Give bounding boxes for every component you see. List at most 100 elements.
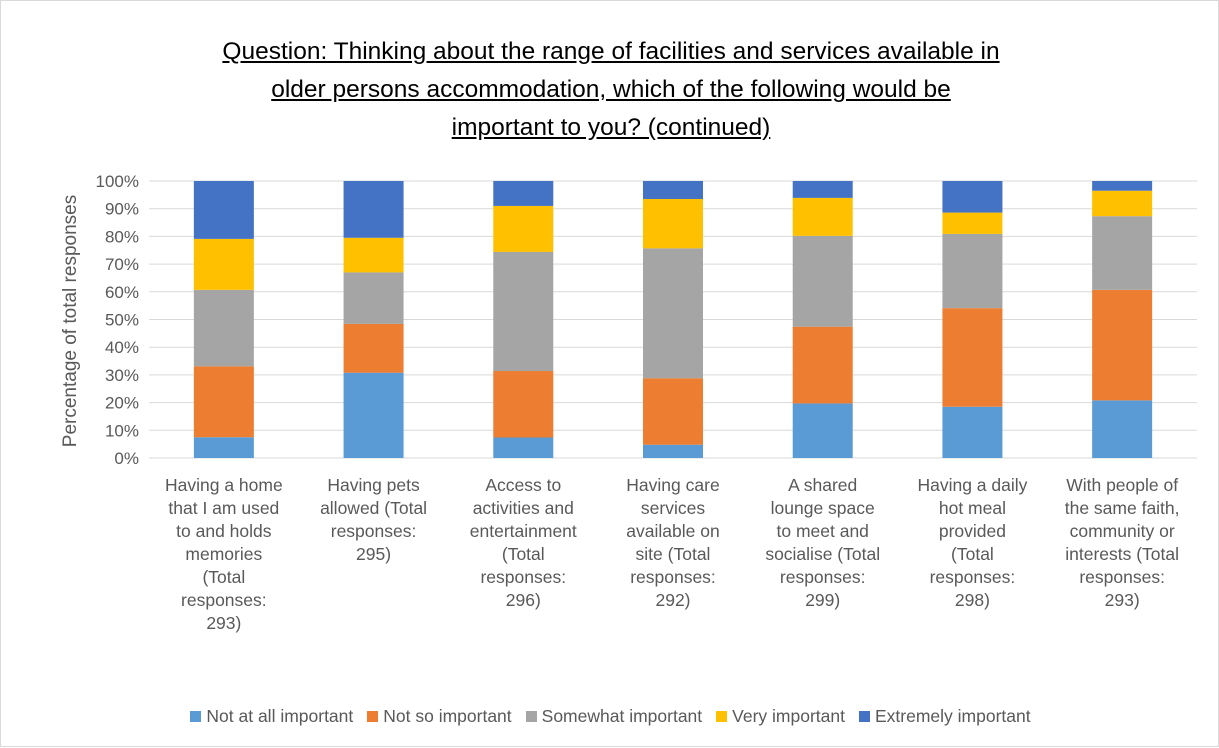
category-label-line: 299) xyxy=(805,590,841,610)
category-label-line: allowed (Total xyxy=(320,498,428,518)
y-tick-label: 20% xyxy=(105,394,139,413)
category-label-line: 292) xyxy=(655,590,691,610)
category-label-line: entertainment xyxy=(469,521,577,541)
legend-item: Extremely important xyxy=(858,706,1031,727)
bar-segment xyxy=(942,406,1003,458)
bar-segment xyxy=(1092,400,1153,458)
y-tick-label: 10% xyxy=(105,421,139,440)
bar-segment xyxy=(1092,216,1153,290)
bar-segment xyxy=(343,237,404,273)
category-label-line: Having a home xyxy=(164,475,283,495)
bar-segment xyxy=(193,366,254,438)
legend: Not at all important Not so important Some… xyxy=(1,706,1219,727)
category-label: With people of the same faith, community o… xyxy=(1057,474,1187,612)
bar-segment xyxy=(942,212,1003,234)
bar-segment xyxy=(792,181,853,198)
bar-segment xyxy=(942,181,1003,213)
category-label-line: 293) xyxy=(1104,590,1140,610)
category-label: Having care services available on site (Tot… xyxy=(608,474,738,612)
y-tick-label: 100% xyxy=(96,172,139,191)
bar-segment xyxy=(942,308,1003,407)
bar-segment xyxy=(643,199,703,249)
category-label-line: 293) xyxy=(206,613,242,633)
category-label-line: responses: xyxy=(1079,567,1165,587)
bar-segment xyxy=(643,378,703,445)
bar-segment xyxy=(493,205,554,252)
y-tick-label: 70% xyxy=(105,255,139,274)
category-label-line: A shared xyxy=(788,475,858,495)
legend-item: Very important xyxy=(716,706,845,727)
category-label-line: socialise (Total xyxy=(765,544,881,564)
legend-swatch xyxy=(858,711,870,722)
bar-segment xyxy=(643,444,703,458)
y-tick-label: 80% xyxy=(105,227,139,246)
bar-segment xyxy=(343,272,404,324)
category-label-line: (Total xyxy=(202,567,246,587)
bar-segment xyxy=(792,403,853,458)
legend-label: Not at all important xyxy=(206,706,354,726)
legend-swatch xyxy=(525,711,537,722)
category-label-line: site (Total xyxy=(635,544,711,564)
bar-segment xyxy=(643,181,703,200)
legend-label: Somewhat important xyxy=(541,706,703,726)
legend-swatch xyxy=(716,711,728,722)
category-label-line: interests (Total xyxy=(1065,544,1180,564)
category-label-line: services xyxy=(640,498,706,518)
category-label-line: responses: xyxy=(480,567,567,587)
category-label-line: Access to xyxy=(485,475,562,495)
chart-title: Question: Thinking about the range of fa… xyxy=(91,33,1131,147)
category-label-line: 295) xyxy=(356,544,392,564)
category-label-line: Having a daily xyxy=(917,475,1028,495)
category-label-line: memories xyxy=(185,544,263,564)
category-label-line: community or xyxy=(1069,521,1175,541)
category-label: Access to activities and entertainment (Tot… xyxy=(458,474,588,612)
bar-segment xyxy=(493,181,554,206)
category-label-line: Having pets xyxy=(327,475,420,495)
category-label-line: the same faith, xyxy=(1064,498,1180,518)
y-tick-label: 50% xyxy=(105,311,139,330)
category-label: Having a home that I am used to and holds m… xyxy=(159,474,289,635)
legend-item: Not so important xyxy=(367,706,512,727)
bar-segment xyxy=(193,437,254,458)
category-label-line: 296) xyxy=(505,590,541,610)
y-tick-label: 40% xyxy=(105,338,139,357)
category-label-line: provided xyxy=(938,521,1006,541)
bar-segment xyxy=(1092,181,1153,191)
category-label-line: to meet and xyxy=(776,521,869,541)
category-label-line: available on xyxy=(626,521,720,541)
legend-swatch xyxy=(367,711,379,722)
legend-label: Not so important xyxy=(383,706,512,726)
category-label-line: activities and xyxy=(472,498,574,518)
chart-title-line: important to you? (continued) xyxy=(451,114,771,141)
y-tick-label: 60% xyxy=(105,283,139,302)
category-label-line: 298) xyxy=(954,590,990,610)
y-tick-label: 0% xyxy=(114,449,139,468)
category-label-line: responses: xyxy=(929,567,1016,587)
bar-segment xyxy=(343,181,404,238)
bar-segment xyxy=(493,437,554,458)
bar-segment xyxy=(493,251,554,372)
bar-segment xyxy=(193,238,254,290)
category-label-line: responses: xyxy=(330,521,417,541)
bar-segment xyxy=(343,323,404,373)
category-label-line: lounge space xyxy=(770,498,875,518)
category-label-line: that I am used xyxy=(168,498,280,518)
category-label-line: Having care xyxy=(626,475,720,495)
chart-title-line: older persons accommodation, which of th… xyxy=(271,76,951,103)
bar-segment xyxy=(792,197,853,236)
bar-segment xyxy=(942,233,1003,309)
category-label-line: responses: xyxy=(630,567,716,587)
bar-segment xyxy=(193,181,254,239)
category-label: A shared lounge space to meet and socialise… xyxy=(758,474,888,612)
bar-segment xyxy=(792,235,853,327)
chart-title-line: Question: Thinking about the range of fa… xyxy=(222,38,1000,65)
bar-segment xyxy=(792,326,853,404)
y-tick-label: 90% xyxy=(105,200,139,219)
category-label-line: With people of xyxy=(1066,475,1179,495)
bar-segment xyxy=(1092,190,1153,217)
category-label-line: responses: xyxy=(779,567,866,587)
category-label-line: (Total xyxy=(951,544,994,564)
legend-swatch xyxy=(190,711,202,722)
